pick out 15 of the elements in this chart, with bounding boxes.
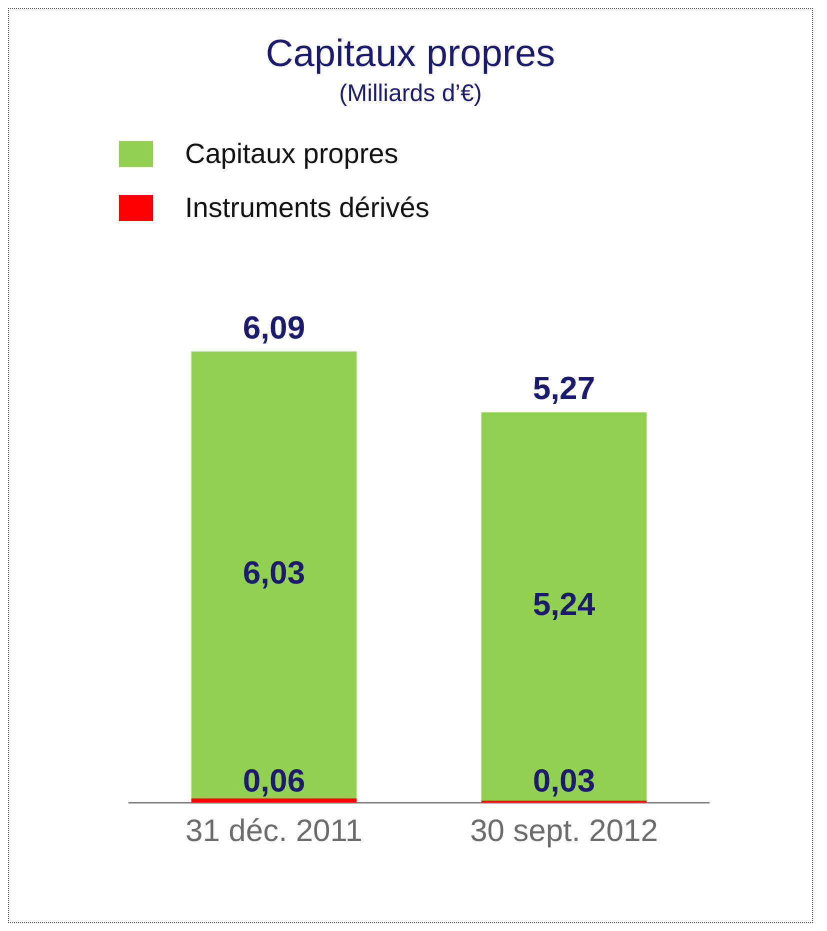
bar: [481, 412, 647, 801]
total-label: 5,27: [532, 370, 596, 406]
data-label: 0,06: [242, 762, 306, 799]
chart-title: Capitaux propres: [264, 33, 556, 76]
data-label: 0,03: [532, 762, 596, 799]
bar: [191, 351, 357, 798]
chart-subtitle: (Milliards d’€): [338, 80, 483, 108]
total-label: 6,09: [242, 309, 306, 346]
legend-label: Instruments dérivés: [185, 192, 430, 224]
bar: [191, 798, 357, 803]
legend-label: Capitaux propres: [185, 138, 398, 170]
data-label: 6,03: [242, 554, 306, 591]
x-tick-label: 30 sept. 2012: [470, 812, 658, 848]
data-label: 5,24: [532, 586, 596, 622]
x-tick-label: 31 déc. 2011: [186, 812, 362, 848]
